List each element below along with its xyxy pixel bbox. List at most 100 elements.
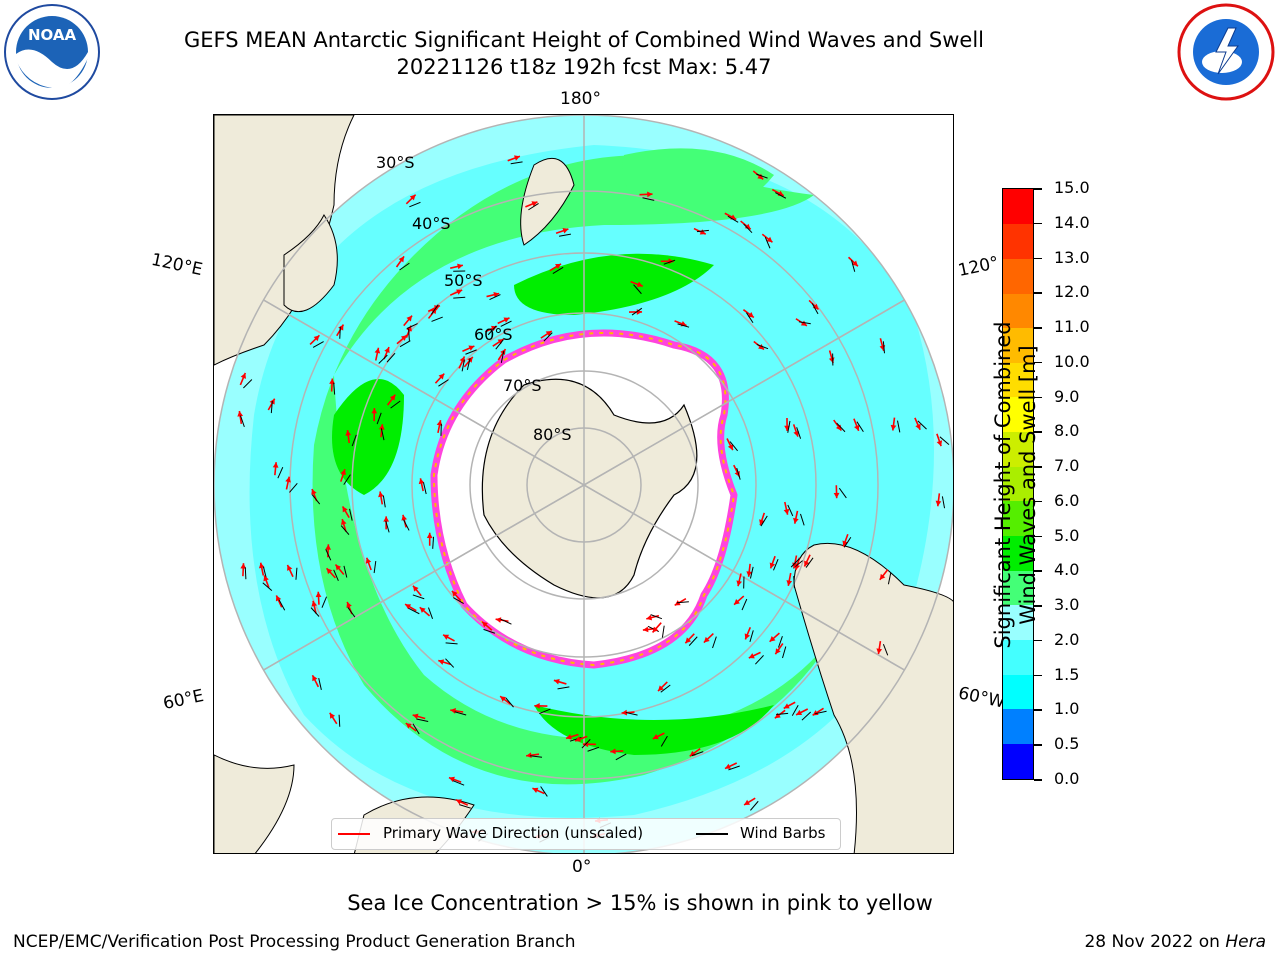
wind-barb [939, 436, 950, 445]
wind-barb [836, 422, 846, 433]
sea-ice-note: Sea Ice Concentration > 15% is shown in … [347, 891, 933, 915]
nws-logo [1176, 2, 1276, 102]
wave-arrow-head [312, 675, 318, 682]
wave-arrow-head [936, 440, 943, 447]
wave-arrow-head [842, 540, 848, 547]
wave-arrow-head [774, 712, 781, 719]
wind-barb [244, 567, 247, 580]
colorbar-tick-label: 13.0 [1054, 247, 1090, 267]
wind-barb [347, 607, 356, 618]
wind-barb [454, 711, 467, 716]
wave-arrow-head [398, 256, 405, 263]
wind-barb [650, 614, 663, 620]
colorbar-tick [1034, 639, 1042, 642]
wind-barb [660, 735, 668, 747]
wave-arrow-head [532, 787, 539, 793]
wind-barb [270, 401, 273, 414]
colorbar-tick [1034, 188, 1042, 190]
wave-arrow-head [340, 469, 346, 476]
wind-barb [495, 339, 504, 350]
wind-barb [882, 643, 889, 656]
lat-label-60s: 60°S [474, 325, 513, 344]
wave-arrow-head [418, 478, 425, 485]
colorbar-tick-label: 0.0 [1054, 769, 1080, 788]
wind-barb [750, 800, 759, 811]
wave-arrow-head [405, 604, 412, 610]
wave-legend-swatch [338, 833, 370, 835]
wave-arrow-head [652, 733, 659, 740]
colorbar-label-line2: Wind Waves and Swell [m] [1016, 345, 1040, 625]
wind-barb [510, 161, 523, 165]
wind-barb [483, 628, 496, 634]
colorbar-label-line1: Significant Height of Combined [991, 321, 1015, 649]
colorbar-tick [1034, 361, 1042, 364]
wind-barb [552, 266, 564, 274]
wave-arrow-head [766, 236, 773, 243]
wind-barb [838, 487, 847, 499]
wave-arrow-head [852, 260, 858, 267]
colorbar-tick-label: 10.0 [1054, 351, 1090, 371]
wind-barb [500, 351, 505, 364]
wave-arrow-head [433, 305, 440, 311]
wind-barb [295, 567, 298, 580]
wave-arrow-head [854, 424, 860, 431]
wind-barb [339, 326, 341, 339]
wind-barb [798, 321, 811, 325]
wave-arrow-head [646, 614, 653, 621]
wave-arrow-head [833, 492, 840, 499]
wind-barb [660, 684, 671, 693]
wind-barb [814, 710, 827, 715]
wave-arrow-head [812, 710, 819, 716]
colorbar-tick-label: 1.5 [1054, 664, 1080, 684]
wave-arrow-head [457, 263, 463, 270]
wind-barb [736, 467, 741, 480]
wave-arrow-head [526, 752, 532, 759]
wind-legend-swatch [696, 833, 728, 835]
colorbar-tick [1034, 257, 1042, 260]
wave-arrow-head [915, 423, 921, 430]
wind-barb [851, 260, 856, 272]
wind-barb [677, 323, 690, 328]
wind-barb [351, 434, 357, 447]
colorbar-segment [1003, 362, 1033, 398]
wave-arrow-head [383, 516, 390, 522]
wind-barb [278, 599, 286, 611]
colorbar-tick [1034, 292, 1042, 294]
wind-barb [465, 349, 477, 355]
wave-arrow-head [744, 633, 751, 640]
lat-label-80s: 80°S [533, 425, 572, 444]
wind-barb [642, 197, 655, 201]
wind-barb [778, 635, 783, 648]
colorbar-tick-label: 15.0 [1054, 178, 1090, 197]
wave-arrow-head [275, 595, 282, 602]
wave-arrow-head [240, 372, 246, 379]
wave-arrow-head [783, 508, 790, 515]
footer-date: 28 Nov 2022 on Hera [1084, 932, 1266, 952]
wind-barb [887, 572, 892, 585]
wave-arrow-head [338, 324, 344, 331]
wind-barb [615, 753, 627, 761]
wave-arrow-head [451, 590, 458, 597]
wind-barb [310, 607, 320, 617]
wind-barb [741, 598, 748, 611]
wind-barb [775, 192, 787, 199]
wave-arrow-head [636, 281, 643, 288]
wind-barb [453, 296, 466, 299]
lon-label-60e: 60°E [161, 685, 206, 715]
colorbar-tick [1034, 709, 1042, 711]
wave-arrow-head [534, 703, 540, 709]
wave-arrow-head [482, 621, 488, 628]
colorbar-tick [1034, 744, 1042, 746]
wind-barb [333, 382, 336, 395]
wave-arrow-head [724, 763, 731, 769]
wind-barb [756, 173, 768, 179]
wave-arrow-head [775, 648, 781, 655]
wave-arrow-head [311, 488, 317, 495]
wind-barb [431, 316, 443, 322]
wind-barb [558, 233, 571, 237]
wave-arrow-head [746, 571, 753, 577]
footer-credit: NCEP/EMC/Verification Post Processing Pr… [13, 932, 576, 952]
wind-barb [782, 646, 787, 659]
wave-arrow-head [703, 636, 710, 643]
wind-barb [277, 467, 284, 479]
